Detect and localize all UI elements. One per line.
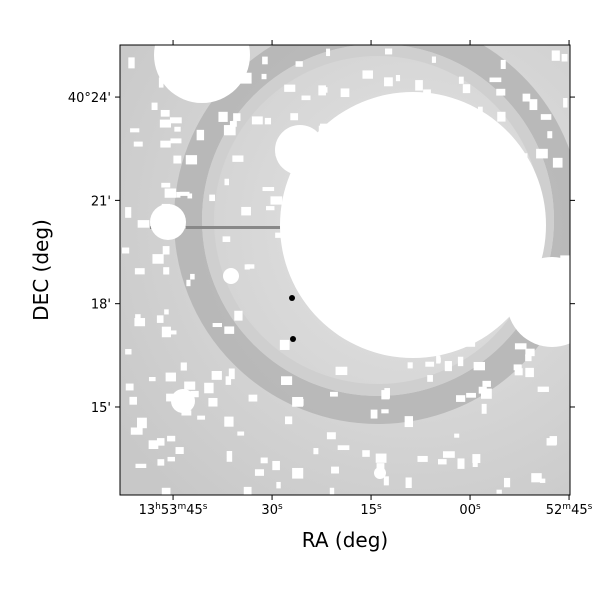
x-tick-label: 13h53m45s [139, 502, 208, 518]
x-tick-label: 15s [360, 502, 382, 518]
y-axis-label: DEC (deg) [29, 219, 53, 321]
y-tick-label: 40°24' [68, 91, 111, 106]
x-tick-label: 00s [459, 502, 481, 518]
y-tick-label: 21' [91, 194, 111, 209]
x-axis-label: RA (deg) [302, 528, 388, 552]
y-tick-label: 18' [91, 298, 111, 313]
plot-frame [119, 44, 571, 496]
x-tick-label: 52m45s [546, 502, 593, 518]
sky-image [120, 45, 570, 495]
x-tick-label: 30s [261, 502, 283, 518]
y-tick-label: 15' [91, 401, 111, 416]
